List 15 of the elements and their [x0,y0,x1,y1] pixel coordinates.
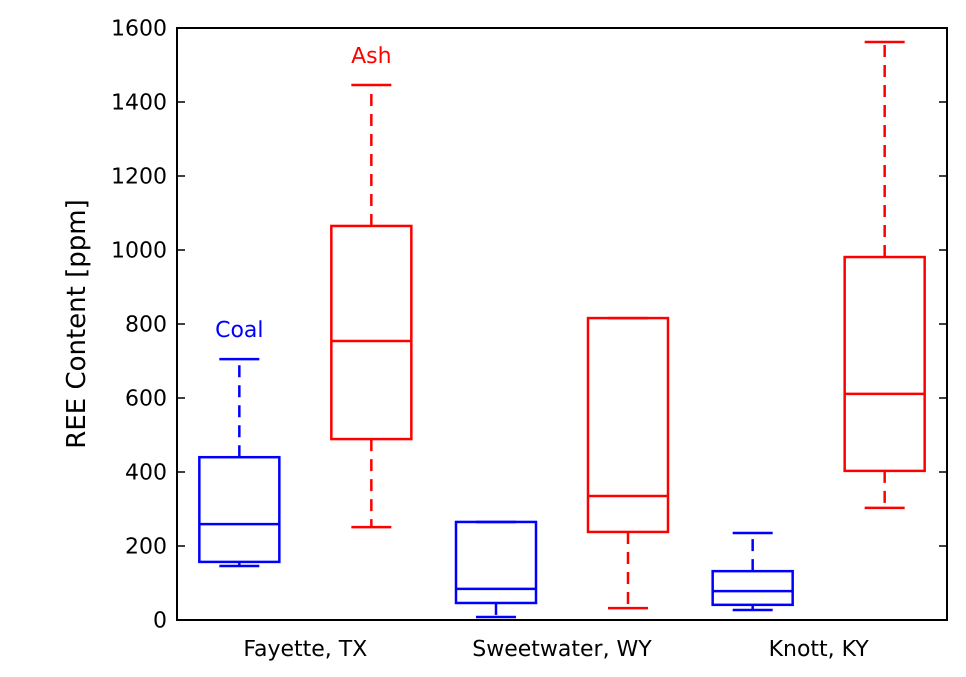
text: Coal [215,318,264,344]
y-tick-label: 1400 [111,90,167,116]
y-tick-label: 1600 [111,16,167,42]
y-tick-label: 0 [153,608,167,634]
y-tick-label: 800 [125,312,167,338]
x-tick-label: Fayette, TX [243,637,368,662]
y-axis-title: REE Content [ppm] [62,199,92,449]
y-tick-label: 200 [125,534,167,560]
x-tick-label: Knott, KY [768,637,870,662]
x-tick-label: Sweetwater, WY [472,637,652,662]
y-tick-label: 1000 [111,238,167,264]
y-tick-label: 400 [125,460,167,486]
text: Ash [351,44,392,69]
y-tick-label: 600 [125,386,167,412]
y-tick-label: 1200 [111,164,167,190]
